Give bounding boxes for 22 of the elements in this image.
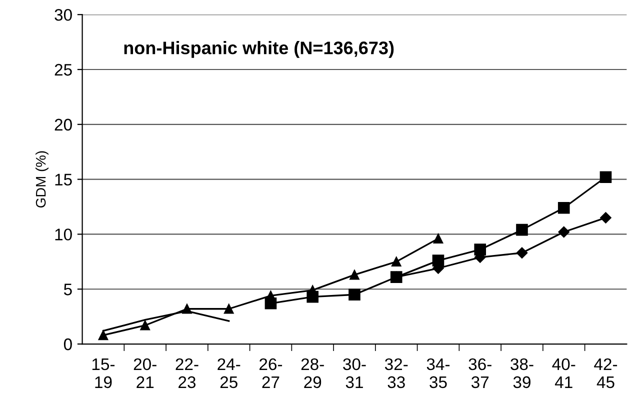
y-tick-label: 15 — [55, 174, 72, 186]
x-tick-label: 30- 31 — [343, 358, 366, 388]
y-tick-label: 5 — [64, 284, 72, 296]
x-tick-label: 24- 25 — [218, 358, 240, 388]
x-tick-label: 26- 27 — [260, 358, 282, 388]
y-tick-label: 0 — [64, 338, 72, 350]
x-tick-label: 28- 29 — [301, 358, 324, 388]
x-tick-label: 42- 45 — [594, 358, 618, 388]
y-tick-label: 20 — [54, 118, 72, 131]
x-tick-label: 22- 23 — [176, 358, 198, 388]
y-axis-title: GDM (%) — [36, 151, 48, 208]
x-tick-label: 20- 21 — [134, 358, 156, 388]
x-tick-label: 36- 37 — [468, 358, 492, 388]
y-tick-label: 10 — [55, 228, 72, 240]
x-tick-label: 40- 41 — [552, 358, 576, 388]
x-tick-label: 15- 19 — [92, 358, 115, 388]
x-tick-label: 32- 33 — [384, 358, 408, 388]
y-tick-label: 30 — [54, 8, 72, 21]
y-tick-label: 25 — [54, 64, 72, 76]
annotation: non-Hispanic white (N=136,673) — [124, 41, 394, 58]
x-tick-label: 38- 39 — [510, 358, 534, 388]
x-tick-label: 34- 35 — [426, 358, 450, 388]
